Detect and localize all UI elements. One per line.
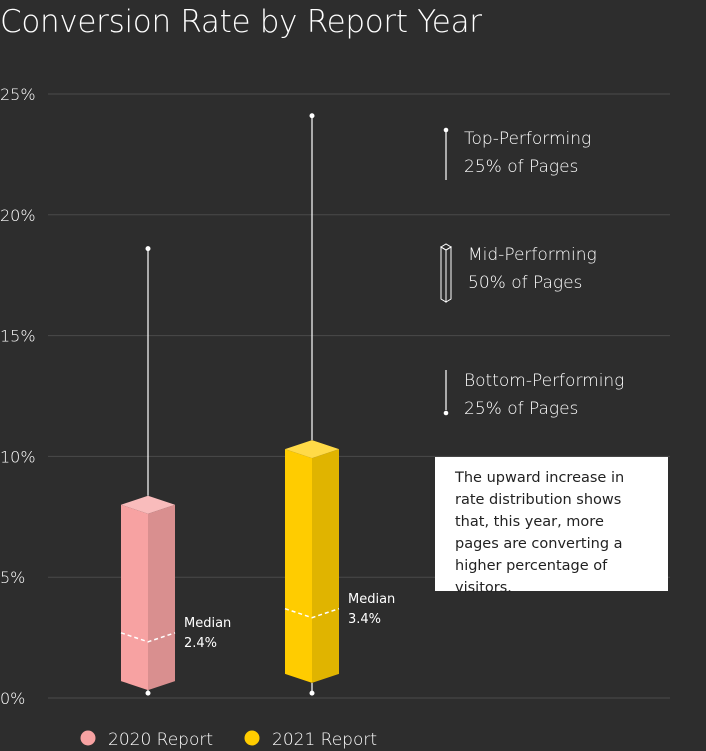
annotation-callout: The upward increase in rate distribution…: [435, 457, 668, 596]
box-right-face: [148, 504, 175, 691]
median-label: Median: [348, 592, 395, 607]
box-right-face: [312, 449, 339, 683]
median-line: [120, 632, 176, 643]
y-tick-label: 20%: [0, 206, 36, 225]
legend-swatch: [244, 730, 260, 746]
min-point: [309, 690, 315, 696]
key-mid-text: Mid-Performing: [468, 245, 597, 265]
key-top-text: 25% of Pages: [464, 157, 578, 177]
box-series-1: Median 2.4%: [120, 246, 231, 696]
box-left-face: [121, 504, 148, 691]
median-line: [284, 607, 340, 619]
legend-label: 2020 Report: [108, 730, 213, 750]
box-series-2: Median 3.4%: [284, 113, 395, 696]
key-bottom-dot: [443, 410, 449, 416]
key-mid-left-face: [440, 246, 447, 303]
y-tick-label: 0%: [0, 689, 25, 708]
key-mid-right-face: [445, 246, 452, 303]
max-point: [309, 113, 315, 119]
y-tick-label: 10%: [0, 447, 36, 466]
median-value: 3.4%: [348, 612, 381, 627]
y-tick-label: 5%: [0, 568, 25, 587]
max-point: [145, 246, 151, 252]
y-tick-label: 15%: [0, 327, 36, 346]
key-bottom-text: Bottom-Performing: [464, 371, 624, 391]
legend-swatch: [80, 730, 96, 746]
key-mid-top-face: [440, 243, 452, 251]
y-tick-label: 25%: [0, 85, 36, 104]
key: Top-Performing 25% of Pages Mid-Performing…: [440, 127, 624, 419]
key-bottom-text: 25% of Pages: [464, 399, 578, 419]
chart-title: Conversion Rate by Report Year: [0, 4, 482, 40]
box-top-face: [121, 495, 175, 514]
legend: 2020 Report 2021 Report: [80, 730, 377, 750]
key-mid-text: 50% of Pages: [468, 273, 582, 293]
key-top-dot: [443, 127, 449, 133]
legend-label: 2021 Report: [272, 730, 377, 750]
annotation-text: The upward increase in rate distribution…: [455, 470, 625, 596]
box-top-face: [285, 440, 339, 459]
min-point: [145, 690, 151, 696]
key-top-text: Top-Performing: [464, 129, 591, 149]
box-left-face: [285, 449, 312, 683]
median-value: 2.4%: [184, 636, 217, 651]
median-label: Median: [184, 616, 231, 631]
